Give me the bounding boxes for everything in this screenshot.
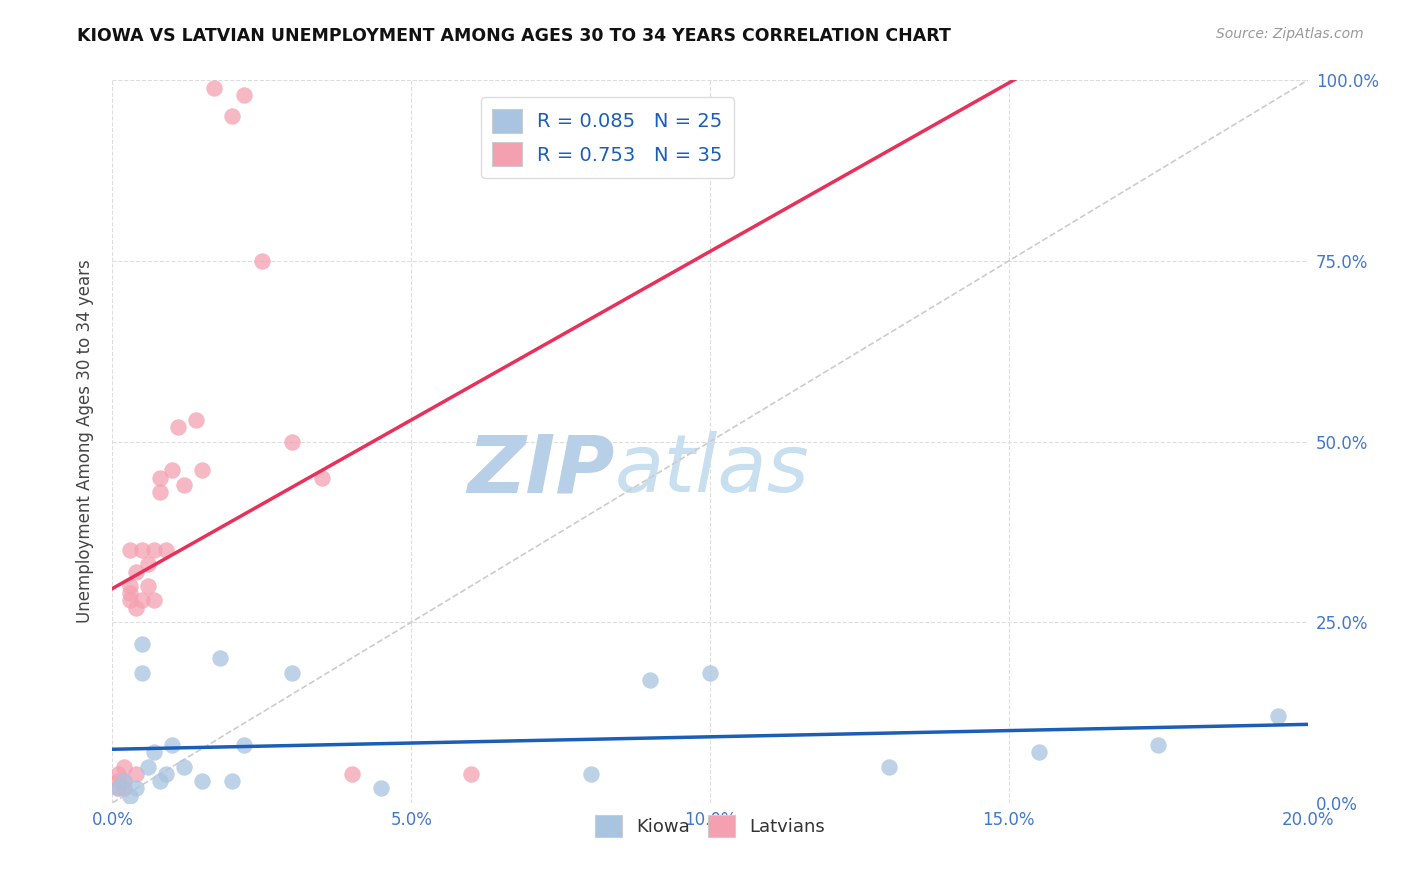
Point (143, 542, 166, 557)
Point (114, 760, 135, 774)
Point (149, 485, 172, 500)
Point (107, 774, 129, 789)
Point (155, 542, 177, 557)
Point (131, 542, 153, 557)
Point (114, 781, 135, 796)
Point (250, 253, 273, 268)
Point (879, 760, 901, 774)
Point (1028, 745, 1050, 759)
Point (138, 760, 160, 774)
Point (131, 665, 153, 680)
Point (340, 767, 363, 781)
Point (143, 593, 166, 607)
Point (114, 774, 135, 789)
Point (162, 738, 183, 752)
Point (640, 673, 662, 687)
Point (120, 789, 142, 803)
Point (120, 579, 142, 593)
Point (125, 781, 148, 796)
Y-axis label: Unemployment Among Ages 30 to 34 years: Unemployment Among Ages 30 to 34 years (76, 260, 94, 624)
Point (149, 774, 172, 789)
Point (173, 760, 195, 774)
Point (131, 637, 153, 651)
Point (120, 542, 142, 557)
Text: Source: ZipAtlas.com: Source: ZipAtlas.com (1216, 27, 1364, 41)
Point (221, 110, 243, 124)
Point (281, 434, 304, 449)
Point (1147, 738, 1170, 752)
Point (107, 767, 129, 781)
Point (233, 738, 256, 752)
Legend: Kiowa, Latvians: Kiowa, Latvians (588, 808, 832, 845)
Point (120, 593, 142, 607)
Point (131, 593, 153, 607)
Text: KIOWA VS LATVIAN UNEMPLOYMENT AMONG AGES 30 TO 34 YEARS CORRELATION CHART: KIOWA VS LATVIAN UNEMPLOYMENT AMONG AGES… (77, 27, 952, 45)
Point (114, 774, 135, 789)
Point (173, 478, 195, 492)
Point (149, 470, 172, 484)
Point (186, 413, 208, 427)
Point (370, 781, 392, 796)
Point (138, 558, 160, 572)
Point (155, 767, 177, 781)
Point (460, 767, 482, 781)
Point (191, 463, 214, 477)
Point (107, 781, 129, 796)
Point (311, 470, 333, 484)
Point (125, 565, 148, 579)
Point (221, 774, 243, 789)
Point (281, 665, 304, 680)
Text: ZIP: ZIP (467, 432, 614, 509)
Point (143, 745, 166, 759)
Point (138, 579, 160, 593)
Point (699, 665, 721, 680)
Point (202, 80, 225, 95)
Point (1267, 709, 1289, 723)
Point (233, 87, 256, 102)
Point (125, 600, 148, 615)
Point (120, 586, 142, 600)
Point (107, 781, 129, 796)
Text: atlas: atlas (614, 432, 810, 509)
Point (162, 463, 183, 477)
Point (209, 651, 232, 665)
Point (191, 774, 214, 789)
Point (125, 767, 148, 781)
Point (167, 420, 190, 434)
Point (579, 767, 602, 781)
